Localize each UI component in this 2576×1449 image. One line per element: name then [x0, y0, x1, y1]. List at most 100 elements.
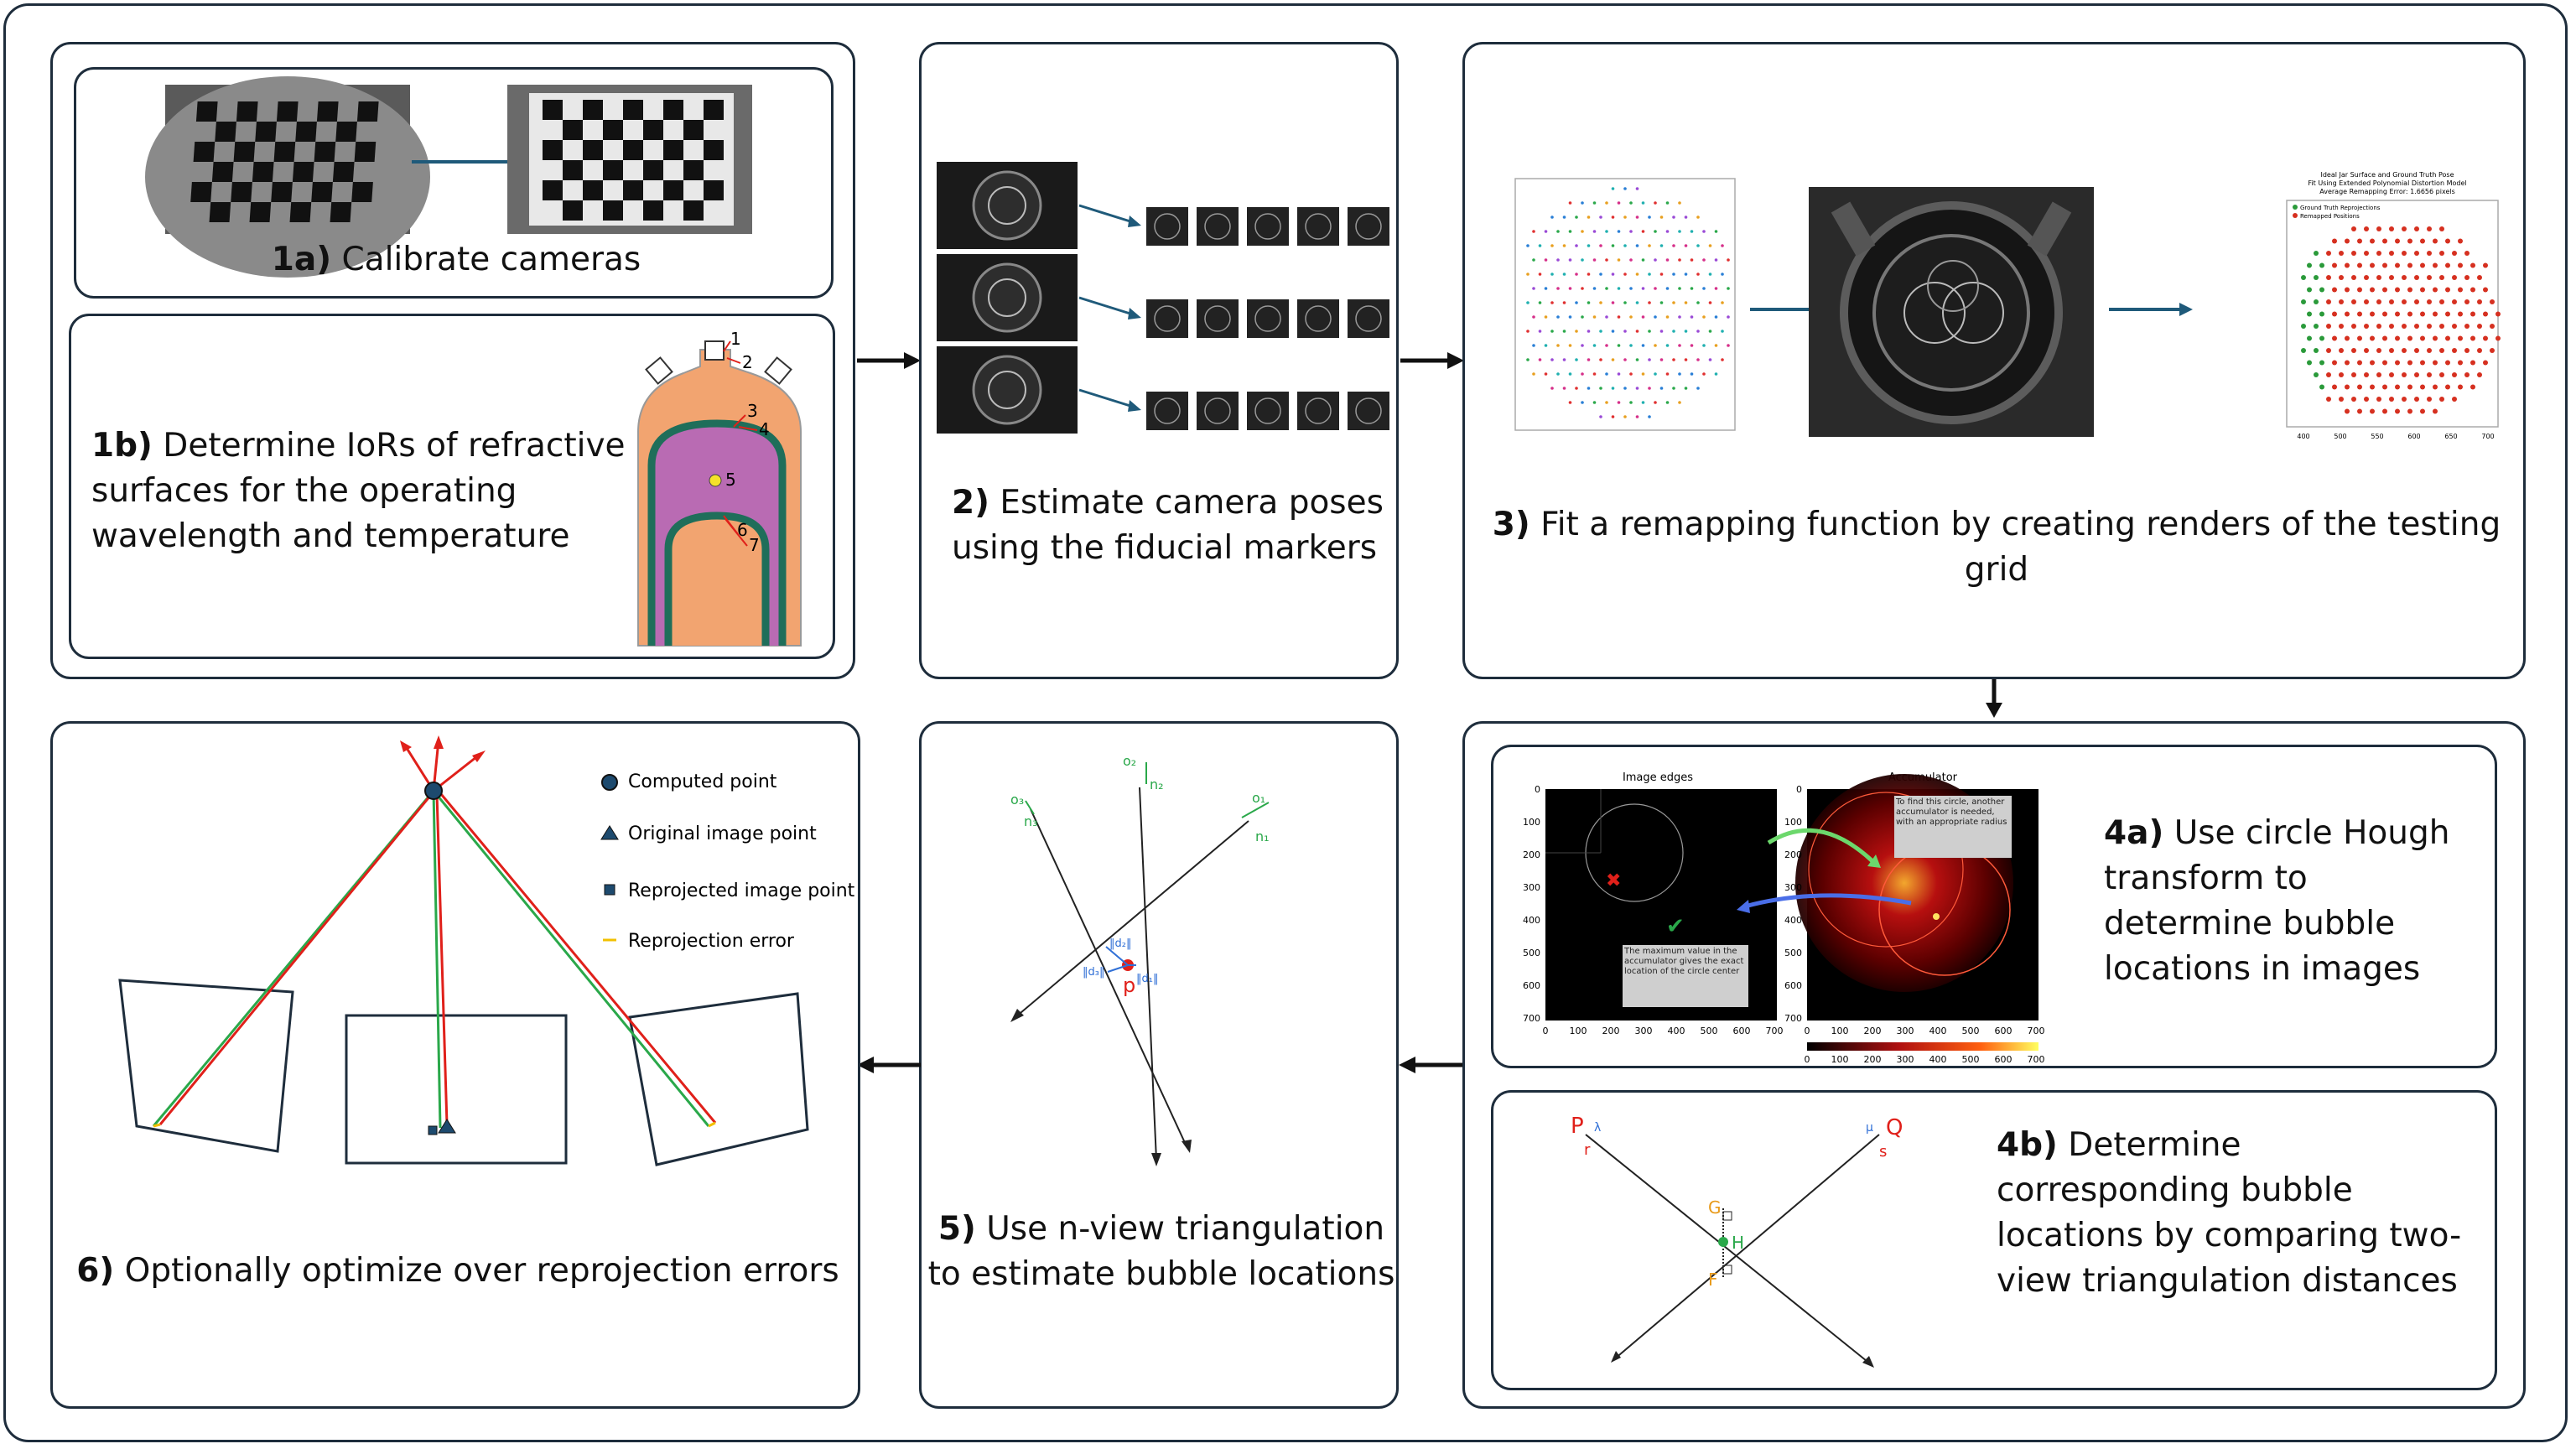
remap-dot: [2407, 384, 2412, 390]
grid-dot: [1562, 387, 1566, 390]
grid-dot: [1672, 244, 1675, 247]
remap-dot: [2433, 311, 2438, 317]
grid-dot: [1617, 287, 1621, 290]
grid-dot: [1592, 258, 1597, 262]
fiducial-marker-crop: [1197, 299, 1239, 338]
remap-dot: [2319, 360, 2324, 366]
grid-dot: [1648, 301, 1651, 304]
grid-dot: [1592, 315, 1597, 319]
pose-arrow-head: [1128, 400, 1141, 412]
fiducial-marker-crop: [1297, 299, 1339, 338]
hough-x-tick: 600: [1995, 1026, 2012, 1036]
grid-dot: [1665, 401, 1670, 404]
remap-dot: [2414, 251, 2419, 256]
remap-dot: [2477, 275, 2482, 280]
label-mu: μ: [1866, 1121, 1873, 1135]
remap-dot: [2332, 384, 2337, 390]
grid-dot: [1592, 201, 1597, 205]
grid-dot: [1575, 216, 1578, 219]
remap-dot: [2407, 335, 2412, 341]
test-grid-plot: [1490, 170, 1742, 447]
grid-dot: [1684, 273, 1688, 276]
grid-dot: [1696, 387, 1700, 390]
remap-dot: [2402, 299, 2407, 304]
legend-error: Reprojection error: [628, 931, 795, 952]
checkerboard-undistorted-image: [507, 85, 752, 234]
grid-dot: [1659, 358, 1664, 361]
grid-dot: [1587, 358, 1591, 361]
grid-dot: [1714, 230, 1718, 233]
fiducial-marker-crop: [1197, 207, 1239, 246]
remap-dot: [2433, 384, 2438, 390]
checker-square: [292, 162, 314, 182]
grid-dot: [1550, 216, 1554, 219]
remap-dot: [2445, 384, 2450, 390]
remap-dot: [2389, 275, 2394, 280]
remap-dot: [2427, 226, 2432, 231]
remap-dot: [2351, 299, 2356, 304]
remap-dot: [2427, 299, 2432, 304]
remap-dot: [2357, 311, 2362, 317]
remap-dot: [2477, 299, 2482, 304]
hough-x-tick: 700: [2028, 1026, 2045, 1036]
remap-dot: [2351, 324, 2356, 329]
label-F: F: [1708, 1270, 1718, 1290]
remap-dot: [2339, 397, 2344, 402]
grid-dot: [1623, 415, 1627, 418]
grid-dot: [1605, 230, 1608, 233]
remap-dot: [2427, 372, 2432, 377]
remap-dot: [2445, 287, 2450, 293]
grid-dot: [1526, 273, 1530, 276]
reprojection-diagram: [118, 735, 809, 1166]
grid-dot: [1611, 415, 1615, 418]
grid-dot: [1556, 258, 1560, 262]
remap-dot: [2376, 299, 2381, 304]
remap-dot: [2395, 408, 2400, 414]
checker-square: [236, 101, 258, 122]
grid-dot: [1654, 315, 1657, 319]
checkerboard-distorted-image: [145, 76, 430, 278]
remap-dot: [2402, 275, 2407, 280]
remap-dot: [2420, 360, 2425, 366]
fiducial-marker-ring: [1305, 305, 1332, 332]
grid-dot: [1654, 401, 1657, 404]
remap-dot: [2483, 335, 2488, 341]
grid-dot: [1581, 258, 1584, 262]
grid-dot: [1635, 415, 1639, 418]
remap-dot: [2395, 335, 2400, 341]
grid-dot: [1587, 244, 1591, 247]
render-image: [1809, 187, 2094, 437]
grid-dot: [1568, 287, 1572, 290]
remap-dot: [2339, 275, 2344, 280]
fiducial-marker-ring: [1254, 305, 1281, 332]
grid-dot: [1629, 287, 1633, 290]
hough-y-tick: 300: [1523, 882, 1540, 893]
grid-dot: [1526, 330, 1530, 333]
remap-dot: [2357, 335, 2362, 341]
grid-dot: [1696, 216, 1700, 219]
remap-dot: [2407, 262, 2412, 268]
remap-dot: [2433, 262, 2438, 268]
grid-dot: [1611, 244, 1615, 247]
grid-dot: [1550, 330, 1554, 333]
colorbar-tick: 400: [1929, 1054, 1947, 1065]
original-point-icon: [600, 825, 619, 840]
checker-square: [335, 122, 357, 142]
legend-6: Computed point Original image point Repr…: [600, 771, 855, 952]
jar-label-6: 6: [737, 520, 748, 540]
checker-square: [289, 202, 312, 222]
grid-dot: [1641, 258, 1645, 262]
grid-dot: [1684, 387, 1688, 390]
grid-dot: [1592, 372, 1597, 376]
remap-dot: [2376, 372, 2381, 377]
legend-original: Original image point: [628, 823, 817, 844]
grid-dot: [1690, 315, 1694, 319]
remap-dot: [2382, 287, 2387, 293]
grid-dot: [1684, 358, 1688, 361]
grid-dot: [1665, 315, 1670, 319]
grid-dot: [1727, 287, 1730, 290]
outer-frame: [3, 3, 2568, 1442]
hough-y-tick-right: 100: [1784, 817, 1802, 828]
checker-square: [563, 160, 583, 180]
hough-x-tick: 200: [1864, 1026, 1882, 1036]
